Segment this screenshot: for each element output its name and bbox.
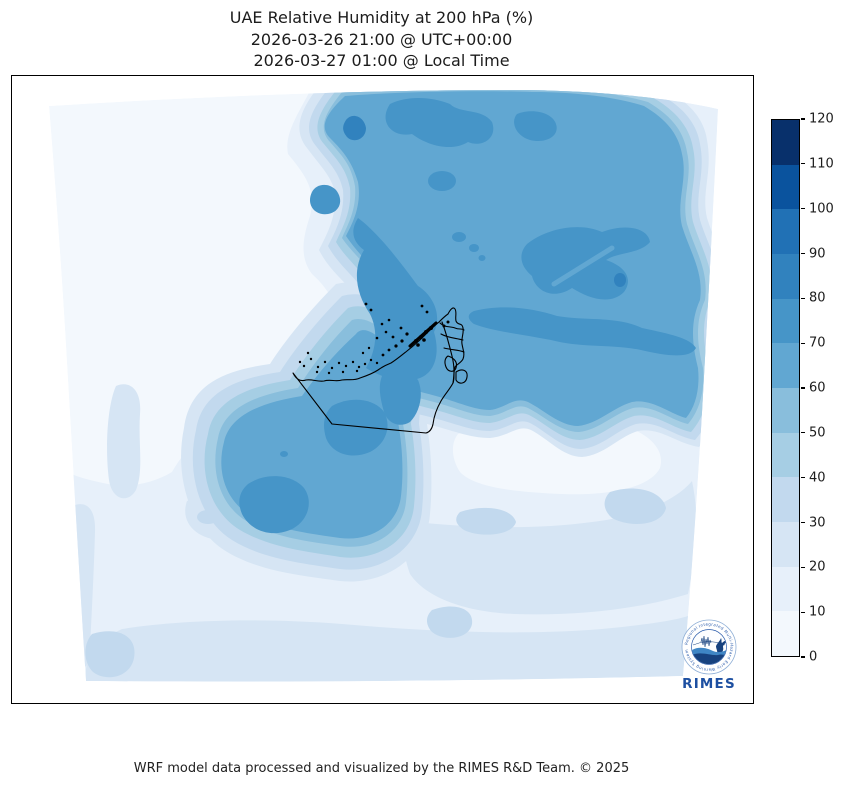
contour-70-80-dot-d (478, 255, 486, 261)
colorbar-label-0: 0 (809, 649, 818, 665)
uae-island-dots (298, 302, 450, 375)
contour-30-40-blob-a (604, 488, 666, 524)
rimes-logo-art (692, 635, 726, 664)
contour-20-30-lowerright (403, 481, 697, 615)
logo-seismogram (700, 635, 712, 648)
uae-east-loop (455, 369, 468, 384)
contour-70-80-dot-b (452, 232, 466, 242)
colorbar-segment-60-70 (772, 343, 799, 389)
colorbar-label-30: 30 (809, 515, 826, 530)
contour-70-80-south-core-ne (324, 399, 388, 456)
colorbar-segment-90-100 (772, 209, 799, 255)
colorbar-tickmark-40 (801, 477, 805, 479)
colorbar-segment-40-50 (772, 432, 799, 478)
uae-internal-border-2 (440, 333, 464, 341)
colorbar-segment-110-120 (772, 120, 799, 165)
colorbar-label-120: 120 (809, 111, 834, 127)
colorbar-segment-50-60 (772, 388, 799, 433)
colorbar-segment-10-20 (772, 566, 799, 612)
figure-title: UAE Relative Humidity at 200 hPa (%) 202… (11, 7, 752, 72)
map-axes: Regional Integrated Multi-Hazard Early W… (11, 75, 754, 704)
colorbar-segment-20-30 (772, 522, 799, 567)
contour-70-80-dot-a (280, 451, 288, 457)
colorbar-label-90: 90 (809, 246, 826, 261)
colorbar-tickmark-70 (801, 342, 805, 344)
rimes-logo-wordmark: RIMES (682, 676, 736, 692)
colorbar-label-60: 60 (809, 380, 826, 396)
contour-70-80-top-right-small (514, 111, 557, 142)
colorbar-tickmark-10 (801, 611, 805, 613)
uae-enclave-loop (444, 355, 458, 372)
title-line-utc-time: 2026-03-26 21:00 @ UTC+00:00 (250, 29, 513, 49)
contour-70-80-east-of-uae (379, 371, 421, 425)
contour-20-30-bottom-band (85, 616, 688, 682)
colorbar-ticks: 0 10 20 30 40 50 60 70 80 90 100 110 120 (800, 112, 844, 665)
colorbar-segment-30-40 (772, 477, 799, 523)
contour-30-40-blob-b (456, 507, 516, 535)
contour-70-80-south-core-sw (239, 476, 309, 534)
contour-field (49, 90, 718, 682)
colorbar-tickmark-110 (801, 163, 805, 165)
contour-30-40-bottomleft (85, 631, 135, 678)
contour-20-30-finger (107, 384, 141, 499)
title-line-variable: UAE Relative Humidity at 200 hPa (%) (229, 8, 534, 27)
colorbar-tickmark-20 (801, 566, 805, 568)
colorbar-label-10: 10 (809, 604, 826, 620)
contour-70-80-top-small (309, 184, 341, 215)
logo-wave-dark (692, 653, 726, 664)
colorbar-label-110: 110 (809, 156, 834, 172)
colorbar-label-20: 20 (809, 559, 826, 575)
colorbar-tickmark-50 (801, 432, 805, 434)
contour-70-80-blob-c (428, 171, 456, 191)
contour-70-80-dot-e (478, 117, 484, 123)
colorbar-label-50: 50 (809, 425, 826, 441)
colorbar-tickmark-90 (801, 252, 805, 255)
colorbar-segment-0-10 (772, 611, 799, 657)
colorbar-segment-70-80 (772, 298, 799, 344)
contour-60-70-slash (551, 245, 615, 287)
uae-internal-border-3 (443, 347, 465, 353)
footer-credit: WRF model data processed and visualized … (133, 761, 630, 776)
colorbar-segment-100-110 (772, 164, 799, 210)
contour-30-40-dot (197, 510, 219, 524)
colorbar-tickmark-30 (801, 521, 805, 524)
title-line-local-time: 2026-03-27 01:00 @ Local Time (253, 51, 510, 70)
colorbar-label-40: 40 (809, 470, 826, 486)
colorbar-label-100: 100 (809, 201, 834, 217)
map-svg: Regional Integrated Multi-Hazard Early W… (49, 90, 737, 692)
contour-70-80-lower-band (468, 307, 696, 356)
colorbar-tickmark-0 (801, 656, 805, 658)
contour-30-40-bottommid (426, 606, 473, 638)
contour-80-90-top-spot (343, 115, 366, 141)
colorbar-label-80: 80 (809, 290, 826, 306)
contour-70-80-dot-c (469, 244, 479, 252)
colorbar (771, 119, 800, 657)
colorbar-label-70: 70 (809, 335, 826, 351)
colorbar-tickmark-80 (801, 297, 805, 299)
colorbar-segment-80-90 (772, 254, 799, 299)
colorbar-tickmark-120 (801, 118, 805, 120)
contour-70-80-top-cluster (385, 98, 494, 148)
colorbar-tickmark-100 (801, 208, 805, 210)
logo-ibex (716, 638, 726, 654)
contour-80-90-east-spot (614, 273, 626, 287)
colorbar-tickmark-60 (801, 387, 805, 389)
rimes-logo: Regional Integrated Multi-Hazard Early W… (681, 619, 737, 692)
uae-internal-border-4 (441, 321, 455, 384)
